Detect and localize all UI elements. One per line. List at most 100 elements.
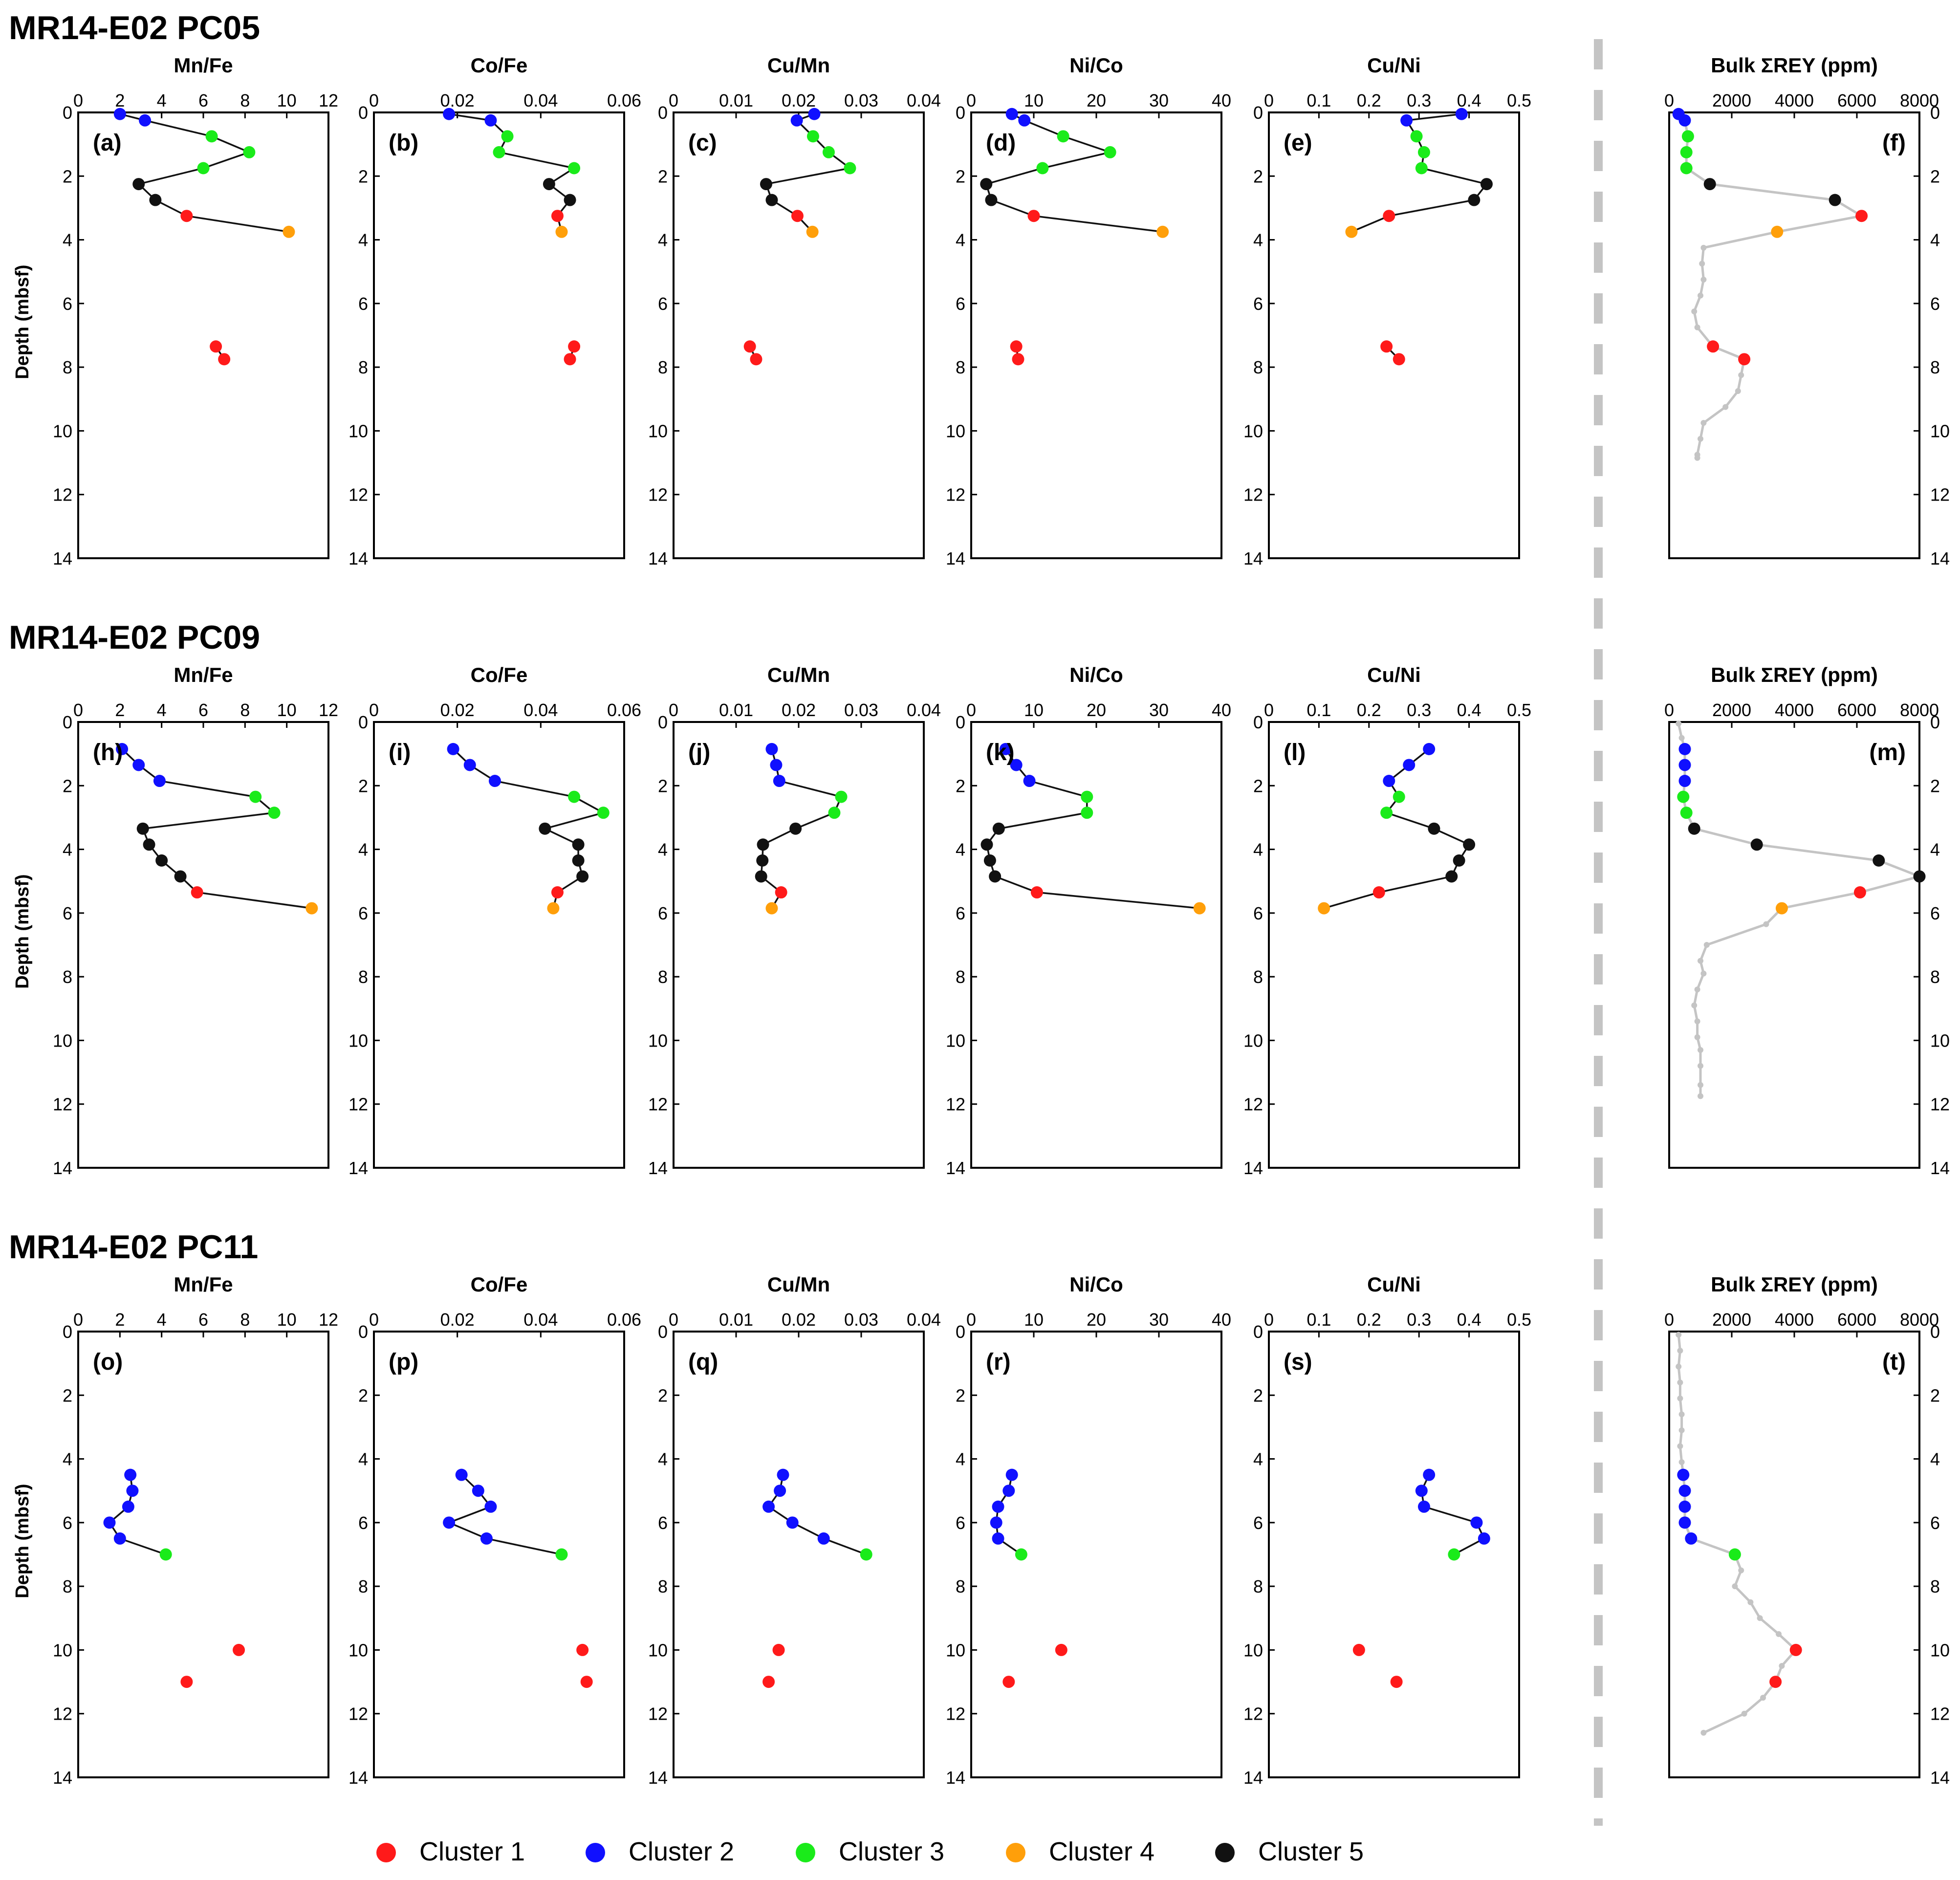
panel-title: Bulk ΣREY (ppm) xyxy=(1711,54,1878,77)
y-tick-label: 2 xyxy=(1930,166,1940,186)
x-tick-label: 0.04 xyxy=(907,1310,941,1330)
y-tick-label: 0 xyxy=(956,103,965,123)
panel-frame xyxy=(970,1331,1222,1778)
x-tick-label: 0.03 xyxy=(844,1310,878,1330)
x-tick-label: 0.03 xyxy=(844,700,878,720)
rey-sample-point xyxy=(1694,455,1700,461)
rey-profile-line xyxy=(1677,113,1865,458)
panel-title: Co/Fe xyxy=(471,1273,528,1296)
panel-frame xyxy=(1268,1331,1520,1778)
x-tick-label: 0.04 xyxy=(523,700,558,720)
data-point-cluster-5 xyxy=(1750,838,1763,851)
x-tick-label: 0.4 xyxy=(1457,90,1481,110)
x-tick-label: 10 xyxy=(277,700,297,720)
y-tick-label: 2 xyxy=(956,1385,965,1405)
y-tick-label: 4 xyxy=(1253,230,1263,250)
data-point-cluster-3 xyxy=(1681,130,1694,143)
rey-sample-point xyxy=(1698,292,1703,299)
panel-title: Bulk ΣREY (ppm) xyxy=(1711,1273,1878,1296)
y-tick-label: 8 xyxy=(956,1576,965,1596)
y-tick-label: 2 xyxy=(358,1385,368,1405)
legend-swatch xyxy=(1215,1843,1235,1862)
data-point-cluster-1 xyxy=(210,340,222,353)
data-point-cluster-1 xyxy=(1855,210,1868,222)
y-tick-label: 8 xyxy=(658,967,668,987)
data-point-cluster-1 xyxy=(1002,1676,1015,1688)
data-point-cluster-2 xyxy=(773,775,785,787)
x-tick-label: 0.02 xyxy=(782,700,816,720)
panel-s: 0 0.1 0.2 0.3 0.4 0.5 Cu/Ni 0 2 4 6 8 10 12 14 (s) xyxy=(1243,1273,1531,1788)
y-tick-label: 2 xyxy=(358,776,368,796)
profile-line xyxy=(446,1474,562,1555)
panel-label: (f) xyxy=(1882,130,1906,156)
y-tick-label: 8 xyxy=(63,357,72,377)
y-tick-label: 12 xyxy=(53,1094,72,1115)
data-point-cluster-5 xyxy=(572,838,585,851)
x-tick-label: 0.02 xyxy=(782,1310,816,1330)
x-tick-label: 0 xyxy=(966,90,976,110)
y-tick-label: 2 xyxy=(658,166,668,186)
panel-a: 0 2 4 6 8 10 12 Mn/Fe 0 2 4 6 8 10 12 14 (a) xyxy=(53,54,338,568)
x-tick-label: 0.06 xyxy=(607,90,641,110)
panel-m: 0 2000 4000 6000 8000 Bulk ΣREY (ppm) 0 2 4 6 8 10 1… xyxy=(1664,663,1950,1178)
data-point-cluster-1 xyxy=(1853,886,1866,899)
rey-sample-point xyxy=(1700,244,1707,251)
y-tick-label: 6 xyxy=(1253,1513,1263,1533)
data-point-cluster-5 xyxy=(757,838,769,851)
data-point-cluster-2 xyxy=(1417,1500,1430,1513)
y-tick-label: 10 xyxy=(946,1030,965,1050)
panel-frame xyxy=(673,111,925,559)
data-point-cluster-3 xyxy=(1417,146,1430,158)
data-point-cluster-2 xyxy=(1678,1516,1691,1529)
y-tick-label: 6 xyxy=(658,903,668,923)
data-point-cluster-5 xyxy=(155,854,168,867)
panel-title: Cu/Ni xyxy=(1367,54,1421,77)
x-tick-label: 0.4 xyxy=(1457,700,1481,720)
y-tick-label: 0 xyxy=(63,103,72,123)
legend-item-cluster-4: Cluster 4 xyxy=(1006,1837,1154,1866)
panel-frame xyxy=(1668,1331,1920,1778)
panel-label: (t) xyxy=(1882,1349,1906,1375)
data-point-cluster-3 xyxy=(1015,1548,1027,1561)
data-point-cluster-1 xyxy=(1390,1676,1403,1688)
y-tick-label: 12 xyxy=(348,1704,368,1724)
panel-label: (m) xyxy=(1869,740,1906,765)
y-tick-label: 6 xyxy=(956,1513,965,1533)
panel-k: 0 10 20 30 40 Ni/Co 0 2 4 6 8 10 12 14 (k) xyxy=(946,663,1231,1178)
panel-frame xyxy=(673,1331,925,1778)
y-tick-label: 10 xyxy=(1243,1640,1263,1660)
y-tick-label: 4 xyxy=(1253,1449,1263,1469)
rey-sample-point xyxy=(1676,1332,1682,1338)
data-point-cluster-1 xyxy=(1027,210,1040,222)
data-point-cluster-3 xyxy=(1081,807,1093,819)
panel-title: Mn/Fe xyxy=(174,663,233,686)
data-point-cluster-3 xyxy=(597,807,610,819)
data-point-cluster-2 xyxy=(1678,743,1691,755)
data-point-cluster-2 xyxy=(103,1516,116,1529)
y-tick-label: 8 xyxy=(1253,357,1263,377)
x-tick-label: 0.1 xyxy=(1307,1310,1331,1330)
data-point-cluster-4 xyxy=(765,902,778,915)
rey-sample-point xyxy=(1678,1459,1685,1465)
row-title: MR14-E02 PC05 xyxy=(9,9,260,46)
rey-sample-point xyxy=(1698,436,1703,442)
rey-sample-point xyxy=(1698,1093,1703,1099)
data-point-cluster-1 xyxy=(1372,886,1385,899)
panel-l: 0 0.1 0.2 0.3 0.4 0.5 Cu/Ni 0 2 4 6 8 10 12 14 (l) xyxy=(1243,663,1531,1178)
y-tick-label: 0 xyxy=(1253,103,1263,123)
data-point-cluster-2 xyxy=(1023,775,1036,787)
y-axis-label: Depth (mbsf) xyxy=(12,874,33,988)
data-point-cluster-1 xyxy=(564,353,576,366)
panel-label: (p) xyxy=(389,1349,418,1375)
rey-sample-point xyxy=(1757,1615,1763,1621)
panel-title: Cu/Mn xyxy=(767,54,830,77)
y-tick-label: 6 xyxy=(1930,294,1940,314)
y-tick-label: 10 xyxy=(1243,1030,1263,1050)
y-tick-label: 10 xyxy=(53,421,72,441)
data-point-cluster-1 xyxy=(180,1676,193,1688)
data-point-cluster-5 xyxy=(989,870,1002,883)
data-point-cluster-5 xyxy=(1688,822,1700,835)
data-point-cluster-2 xyxy=(786,1516,799,1529)
rey-sample-point xyxy=(1691,308,1698,315)
